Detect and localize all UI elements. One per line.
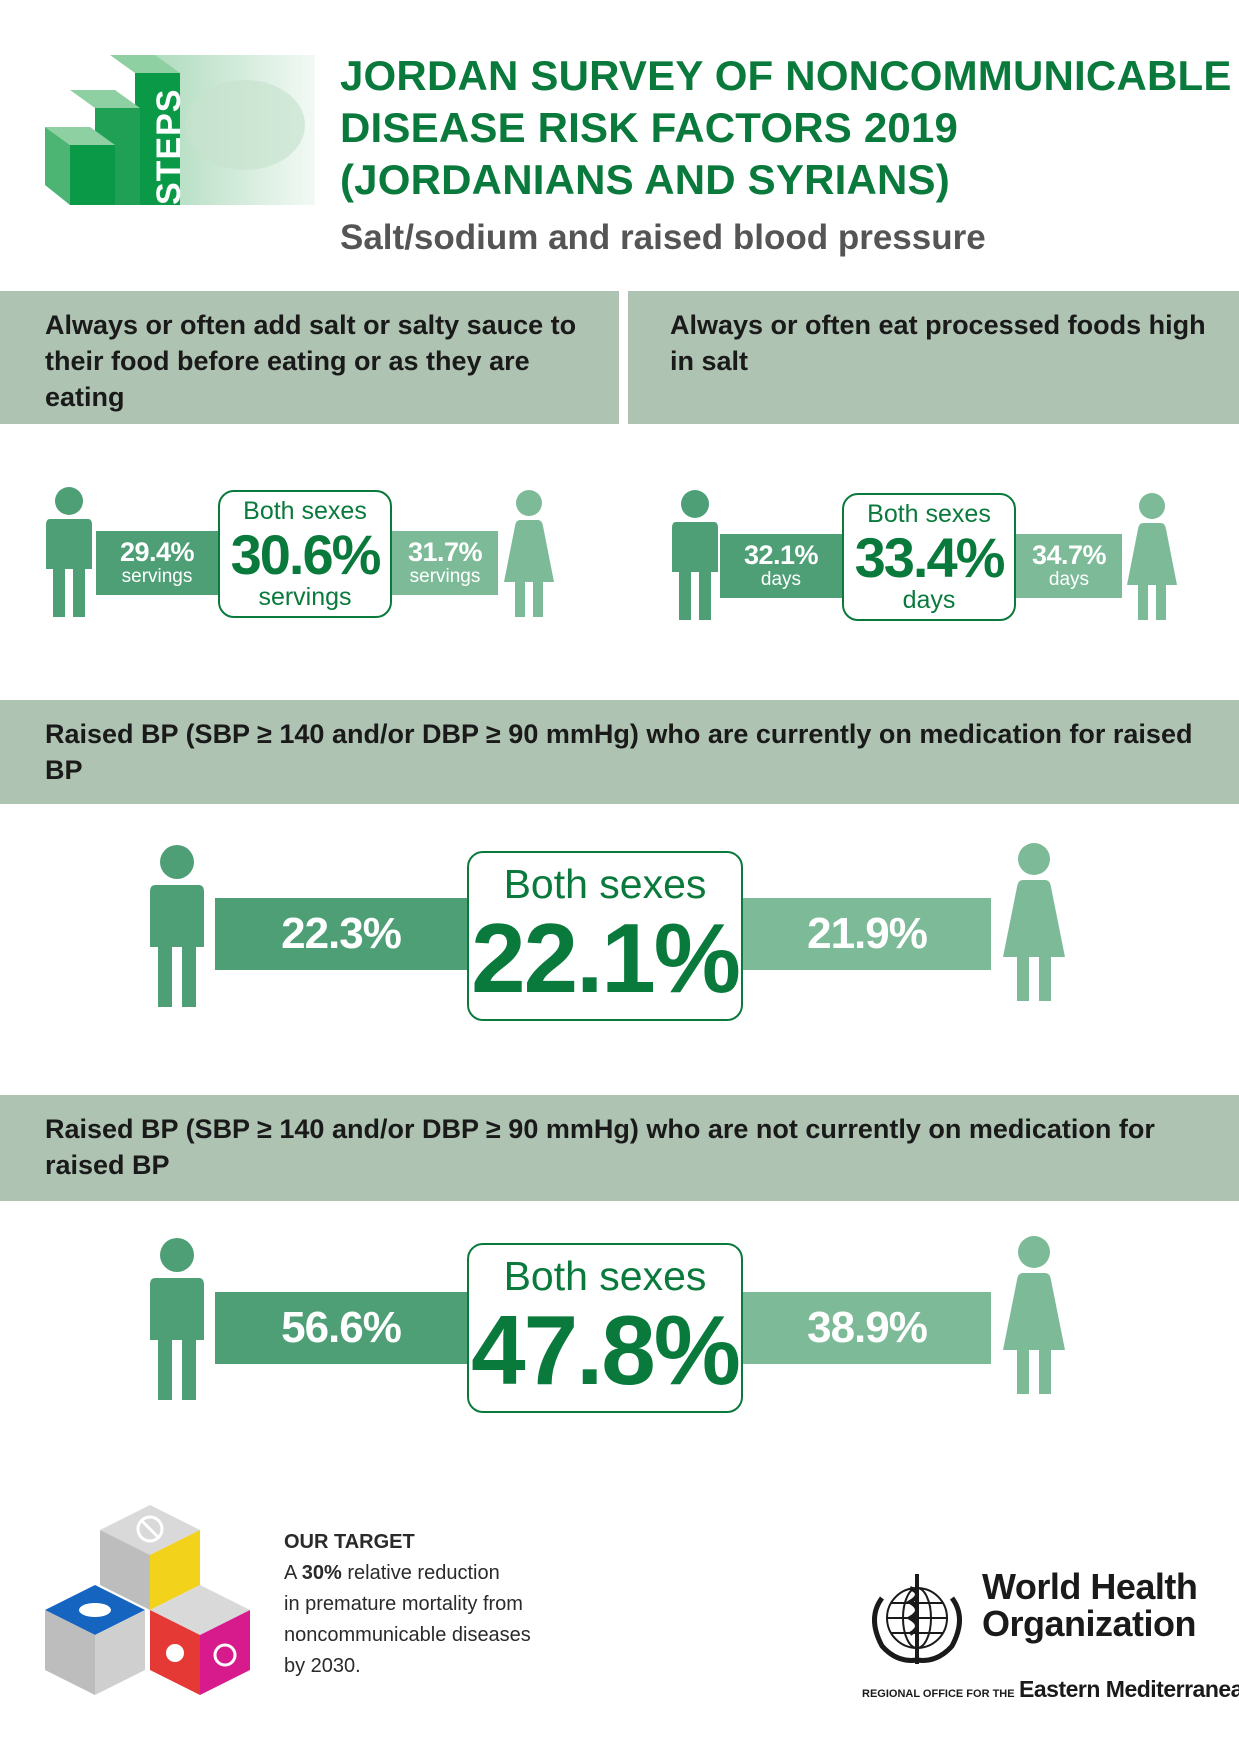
- bp-not-on-medication-both-label: Both sexes: [503, 1253, 707, 1299]
- who-region-name: Eastern Mediterranean: [1019, 1676, 1239, 1702]
- processed-foods-male-value: 32.1%: [743, 540, 819, 570]
- salt-added-both-value: 30.6%: [230, 523, 382, 586]
- female-figure-icon: [504, 490, 554, 617]
- who-name-line-2: Organization: [982, 1603, 1197, 1644]
- steps-logo-text: STEPS: [150, 88, 188, 205]
- salt-added-female-value: 31.7%: [407, 537, 483, 567]
- salt-added-both-box: Both sexes 30.6% servings: [218, 490, 392, 618]
- who-region: REGIONAL OFFICE FOR THE Eastern Mediterr…: [862, 1676, 1239, 1703]
- title-line-2: DISEASE RISK FACTORS 2019: [340, 104, 959, 151]
- bp-on-medication-female-strip: 21.9%: [743, 898, 991, 970]
- target-prefix: A: [284, 1562, 302, 1584]
- salt-added-male-value: 29.4%: [119, 537, 195, 567]
- bp-on-medication-both-box: Both sexes 22.1%: [467, 851, 743, 1021]
- salt-added-female-unit: servings: [409, 566, 481, 587]
- who-name-line-1: World Health: [982, 1566, 1198, 1607]
- target-line-1: A 30% relative reduction: [284, 1558, 584, 1589]
- page-title: JORDAN SURVEY OF NONCOMMUNICABLE DISEASE…: [340, 50, 1232, 206]
- male-figure-icon: [150, 1238, 204, 1400]
- salt-added-heading: Always or often add salt or salty sauce …: [0, 291, 619, 424]
- bp-on-medication-male-strip: 22.3%: [215, 898, 467, 970]
- title-line-1: JORDAN SURVEY OF NONCOMMUNICABLE: [340, 52, 1232, 99]
- bp-not-on-medication-male-strip: 56.6%: [215, 1292, 467, 1364]
- processed-foods-both-box: Both sexes 33.4% days: [842, 493, 1016, 621]
- bp-on-medication-both-value: 22.1%: [471, 903, 741, 1013]
- processed-foods-male-strip: 32.1% days: [720, 534, 842, 598]
- female-figure-icon: [1127, 493, 1177, 620]
- bp-not-on-medication-both-box: Both sexes 47.8%: [467, 1243, 743, 1413]
- bp-not-on-medication-heading: Raised BP (SBP ≥ 140 and/or DBP ≥ 90 mmH…: [0, 1095, 1239, 1201]
- processed-foods-female-value: 34.7%: [1031, 540, 1107, 570]
- salt-added-both-label: Both sexes: [243, 497, 367, 525]
- male-figure-icon: [672, 490, 718, 620]
- female-figure-icon: [1003, 1236, 1065, 1394]
- processed-foods-male-unit: days: [760, 569, 802, 590]
- salt-added-male-unit: servings: [121, 566, 193, 587]
- target-heading: OUR TARGET: [284, 1531, 415, 1553]
- target-line-3: noncommunicable diseases: [284, 1624, 531, 1646]
- target-line-1-rest: relative reduction: [341, 1562, 500, 1584]
- bp-on-medication-heading: Raised BP (SBP ≥ 140 and/or DBP ≥ 90 mmH…: [0, 700, 1239, 804]
- processed-foods-both-label: Both sexes: [867, 500, 991, 528]
- page-subtitle: Salt/sodium and raised blood pressure: [340, 218, 986, 257]
- processed-foods-heading: Always or often eat processed foods high…: [628, 291, 1239, 424]
- who-name: World Health Organization: [982, 1566, 1198, 1644]
- target-percent: 30%: [301, 1562, 342, 1584]
- bp-not-on-medication-both-value: 47.8%: [471, 1295, 741, 1405]
- title-line-3: (JORDANIANS AND SYRIANS): [340, 156, 950, 203]
- who-logo: World Health Organization REGIONAL OFFIC…: [862, 1568, 1239, 1708]
- steps-logo: [45, 55, 315, 205]
- target-line-2: in premature mortality from: [284, 1593, 523, 1615]
- salt-added-male-strip: 29.4% servings: [96, 531, 218, 595]
- target-line-4: by 2030.: [284, 1655, 361, 1677]
- male-figure-icon: [46, 487, 92, 617]
- bp-not-on-medication-female-strip: 38.9%: [743, 1292, 991, 1364]
- processed-foods-female-strip: 34.7% days: [1016, 534, 1122, 598]
- processed-foods-both-unit: days: [902, 586, 956, 614]
- ncd-risk-cubes-icon: [45, 1505, 250, 1695]
- who-region-prefix: REGIONAL OFFICE FOR THE: [862, 1688, 1015, 1700]
- salt-added-both-unit: servings: [258, 583, 352, 611]
- who-emblem-icon: [872, 1574, 962, 1664]
- processed-foods-both-value: 33.4%: [854, 526, 1006, 589]
- salt-added-female-strip: 31.7% servings: [392, 531, 498, 595]
- male-figure-icon: [150, 845, 204, 1007]
- processed-foods-female-unit: days: [1048, 569, 1090, 590]
- female-figure-icon: [1003, 843, 1065, 1001]
- bp-on-medication-both-label: Both sexes: [503, 861, 707, 907]
- target-statement: OUR TARGET A 30% relative reduction in p…: [284, 1527, 584, 1682]
